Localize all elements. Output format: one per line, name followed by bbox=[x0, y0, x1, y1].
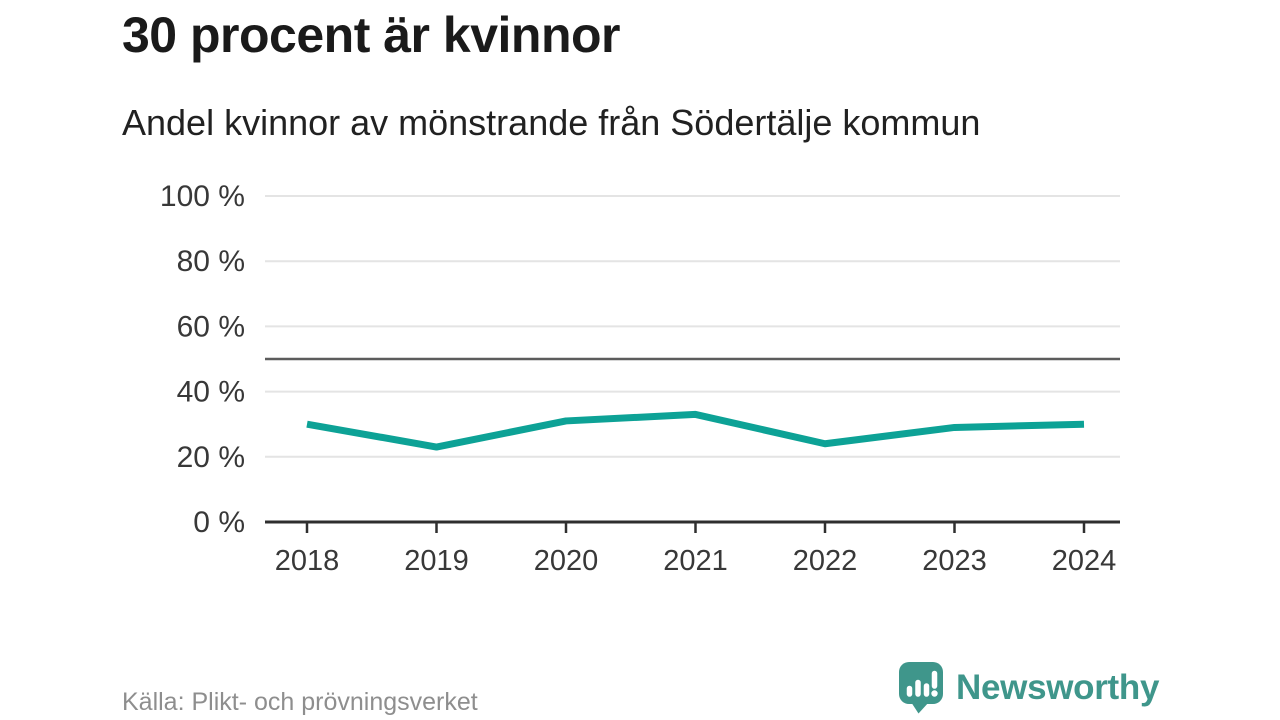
newsworthy-logo: Newsworthy bbox=[897, 660, 1159, 715]
newsworthy-chart-bubble-icon bbox=[899, 662, 943, 714]
chart-subtitle: Andel kvinnor av mönstrande från Södertä… bbox=[122, 102, 981, 143]
chart-title: 30 procent är kvinnor bbox=[122, 7, 621, 63]
x-tick-label: 2024 bbox=[1052, 545, 1117, 577]
x-tick-label: 2023 bbox=[922, 545, 987, 577]
y-tick-label: 60 % bbox=[177, 310, 245, 343]
y-tick-label: 20 % bbox=[177, 441, 245, 474]
x-tick-label: 2020 bbox=[534, 545, 599, 577]
x-tick-label: 2019 bbox=[404, 545, 469, 577]
y-tick-label: 40 % bbox=[177, 376, 245, 409]
x-tick-label: 2021 bbox=[663, 545, 728, 577]
x-tick-label: 2018 bbox=[275, 545, 340, 577]
source-note: Källa: Plikt- och prövningsverket bbox=[122, 688, 478, 716]
newsworthy-wordmark: Newsworthy bbox=[956, 667, 1160, 707]
y-tick-label: 80 % bbox=[177, 245, 245, 278]
y-tick-label: 0 % bbox=[193, 506, 245, 539]
x-tick-label: 2022 bbox=[793, 545, 858, 577]
data-line bbox=[306, 410, 1085, 451]
y-tick-label: 100 % bbox=[160, 180, 245, 213]
